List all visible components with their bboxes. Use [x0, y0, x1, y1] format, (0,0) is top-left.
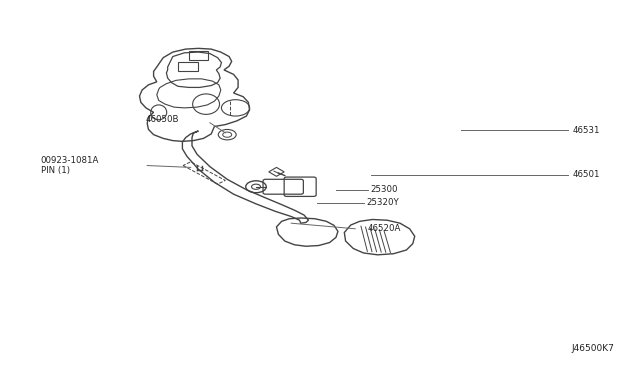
Text: 46531: 46531: [573, 126, 600, 135]
Text: 46501: 46501: [573, 170, 600, 179]
Text: J46500K7: J46500K7: [572, 344, 614, 353]
Text: 46520A: 46520A: [368, 224, 401, 233]
Text: 25320Y: 25320Y: [366, 198, 399, 207]
Text: 46050B: 46050B: [146, 115, 179, 124]
Text: 00923-1081A
PIN (1): 00923-1081A PIN (1): [41, 156, 99, 175]
Text: 25300: 25300: [370, 185, 397, 194]
